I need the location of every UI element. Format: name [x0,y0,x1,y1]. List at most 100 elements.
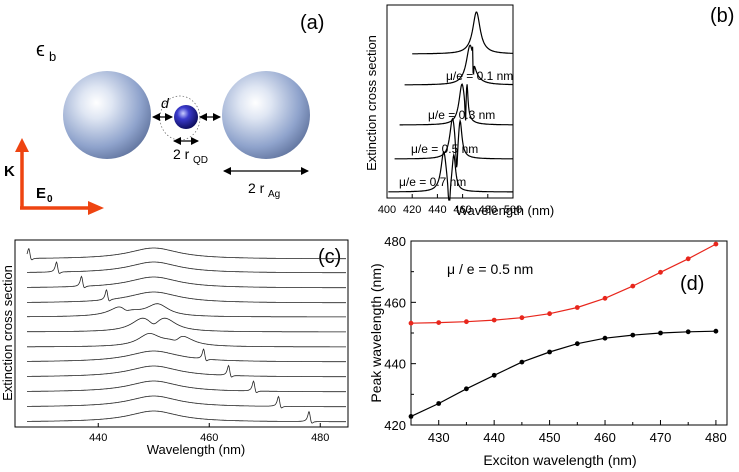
panel-d-label: (d) [680,273,704,295]
panel-c-xtick-label: 440 [89,432,107,444]
panel-a: (a) ϵ b d 2 r QD 2 r Ag K E 0 [4,12,324,215]
panel-c-curve [27,333,346,348]
panel-d-annotation: μ / e = 0.5 nm [447,261,533,277]
k-label: K [4,163,15,180]
panel-d-point [464,386,469,392]
panel-d-point [547,311,552,317]
medium-epsilon: ϵ [36,39,45,61]
gap-label: d [161,95,170,111]
panel-d-point [658,269,663,275]
panel-d-ytick-label: 480 [384,234,406,249]
panel-d-point [491,317,497,323]
panel-b-xtick-label: 420 [403,204,421,216]
panel-d-point [685,329,691,335]
panel-b-xtick-label: 440 [428,204,446,216]
panel-b-curve-uncoupled [412,11,513,55]
panel-d-xtick-label: 450 [539,430,561,445]
k-arrow-head [15,138,29,152]
panel-b-ylabel: Extinction cross section [364,35,379,171]
silver-sphere-left [63,71,151,159]
panel-c-curves [26,247,346,424]
panel-c-curve [27,348,346,363]
panel-c-curve [27,380,346,394]
panel-d-point [713,328,719,334]
panel-d-point [436,320,442,325]
panel-d: (d) μ / e = 0.5 nm 430 440 450 460 470 480 420… [368,234,728,468]
panel-b-xtick-label: 480 [479,204,497,216]
panel-b-xtick-label: 460 [453,204,471,216]
panel-d-point [436,401,442,406]
ag-diameter-label: 2 r [248,180,265,196]
panel-c-curve [26,247,346,261]
qd-diameter-label: 2 r [173,146,190,162]
panel-b-curve-mu0.5 [394,117,513,168]
panel-d-ytick-label: 440 [384,357,406,372]
ag-diameter-sub: Ag [268,189,280,200]
panel-d-ytick-label: 420 [384,418,406,433]
panel-d-point [547,349,552,355]
panel-d-point [630,332,636,338]
panel-d-point [658,330,663,336]
e-arrow-head [88,201,104,215]
panel-d-xlabel: Exciton wavelength (nm) [483,452,636,468]
panel-c-ticks: 440 460 480 [89,423,329,444]
panel-d-curves [408,241,719,419]
panel-b-ticks: 400 420 440 460 480 500 [378,194,522,216]
quantum-dot [174,105,198,129]
panel-d-ytick-label: 460 [384,295,406,310]
e-label-sub: 0 [47,194,53,205]
panel-d-point [408,414,414,419]
panel-a-label: (a) [300,12,324,34]
panel-c-curve [27,289,346,304]
panel-b-xtick-label: 500 [504,204,522,216]
panel-b-xlabel: Wavelength (nm) [456,203,555,218]
panel-d-point [519,359,525,365]
e-label: E [36,185,46,202]
panel-d-xtick-label: 470 [650,430,672,445]
panel-c-curve [27,261,346,274]
panel-b-frame [386,4,514,199]
panel-d-point [574,341,580,347]
panel-d-point [519,315,525,321]
panel-d-line-lower-branch [410,330,716,417]
silver-sphere-right [222,71,310,159]
panel-d-point [491,372,497,378]
panel-b-curve-mu0.7 [388,150,513,201]
medium-epsilon-sub: b [49,49,56,64]
panel-c-xtick-label: 480 [311,432,329,444]
series-label-mu-0.3: μ/e = 0.3 nm [428,108,495,122]
panel-d-point [602,295,608,301]
panel-b-curve-mu0.1 [404,44,513,86]
panel-d-point [408,320,414,326]
panel-b-xtick-label: 400 [378,204,396,216]
panel-b-curve-mu0.3 [399,83,513,126]
panel-d-point [713,241,719,247]
panel-c-xtick-label: 460 [200,432,218,444]
panel-d-xtick-label: 430 [428,430,450,445]
panel-d-point [630,283,636,289]
panel-d-point [464,319,469,325]
panel-c: (c) 440 460 480 Wavelength (nm) Extinction… [0,239,349,457]
series-label-mu-0.1: μ/e = 0.1 nm [446,69,513,83]
panel-d-xtick-label: 460 [594,430,616,445]
panel-c-ylabel: Extinction cross section [0,265,15,401]
panel-b-curves [388,11,513,201]
panel-c-curve [27,317,346,333]
panel-d-xtick-label: 480 [705,430,727,445]
qd-diameter-sub: QD [193,155,208,166]
panel-d-point [602,335,608,341]
panel-c-curve [27,395,346,409]
panel-d-ticks: 430 440 450 460 470 480 420 440 460 480 [384,234,726,445]
panel-b: (b) 400 420 440 460 480 500 Wavelength (nm) E… [364,4,734,218]
panel-b-label: (b) [710,5,734,27]
series-label-mu-0.7: μ/e = 0.7 nm [399,175,466,189]
panel-c-xlabel: Wavelength (nm) [147,442,246,457]
panel-d-point [574,305,580,310]
panel-c-curve [27,410,346,424]
panel-d-ylabel: Peak wavelength (nm) [368,263,384,402]
panel-c-curve [27,275,346,289]
panel-d-xtick-label: 440 [483,430,505,445]
panel-d-point [685,256,691,262]
panel-c-label: (c) [318,246,341,268]
